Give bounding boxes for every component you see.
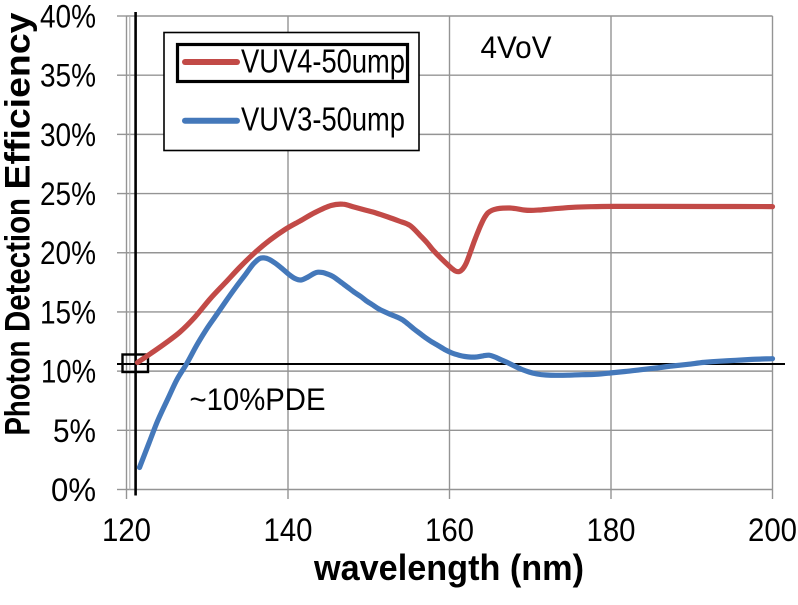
svg-text:0%: 0% <box>51 472 96 508</box>
svg-text:PhotonDetectionEfficiency: PhotonDetectionEfficiency <box>0 12 38 436</box>
svg-text:140: 140 <box>264 512 313 548</box>
svg-text:5%: 5% <box>53 413 96 449</box>
svg-text:wavelength (nm): wavelength (nm) <box>313 547 584 588</box>
svg-text:40%: 40% <box>40 0 96 35</box>
svg-text:10%: 10% <box>41 354 96 390</box>
svg-text:VUV3-50ump: VUV3-50ump <box>241 101 405 138</box>
svg-text:120: 120 <box>102 512 151 548</box>
svg-text:4VoV: 4VoV <box>481 29 552 65</box>
svg-text:35%: 35% <box>40 58 96 94</box>
svg-text:160: 160 <box>425 512 474 548</box>
svg-text:30%: 30% <box>40 117 96 153</box>
svg-text:VUV4-50ump: VUV4-50ump <box>241 43 405 80</box>
svg-text:15%: 15% <box>40 294 96 330</box>
svg-text:25%: 25% <box>40 176 96 212</box>
svg-text:200: 200 <box>748 512 797 548</box>
svg-text:~10%PDE: ~10%PDE <box>190 381 326 417</box>
svg-text:180: 180 <box>587 512 636 548</box>
svg-text:20%: 20% <box>40 235 96 271</box>
